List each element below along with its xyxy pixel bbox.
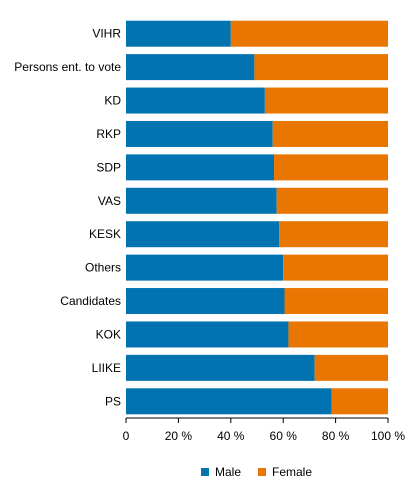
legend-swatch-female <box>258 468 266 476</box>
bar-male-6 <box>126 221 280 248</box>
bar-male-3 <box>126 120 273 147</box>
bar-female-1 <box>254 54 388 81</box>
bar-female-10 <box>314 354 388 381</box>
bar-female-7 <box>283 254 388 281</box>
category-label: RKP <box>96 127 121 141</box>
legend-label-female: Female <box>272 465 312 479</box>
x-tick-label: 20 % <box>165 429 193 443</box>
bar-male-0 <box>126 20 231 47</box>
bar-male-2 <box>126 87 265 114</box>
bar-female-0 <box>230 20 388 47</box>
bar-female-4 <box>274 154 388 181</box>
category-label: KESK <box>89 227 121 241</box>
category-label: VAS <box>98 194 121 208</box>
bar-male-5 <box>126 187 277 214</box>
category-label: KD <box>104 94 121 108</box>
bar-male-11 <box>126 388 332 415</box>
category-label: PS <box>105 394 121 408</box>
bar-female-11 <box>331 388 388 415</box>
category-label: Others <box>85 261 121 275</box>
bar-male-8 <box>126 288 285 315</box>
x-tick-label: 80 % <box>322 429 350 443</box>
x-tick-label: 40 % <box>217 429 245 443</box>
category-label: LIIKE <box>92 361 121 375</box>
category-label: Persons ent. to vote <box>14 60 121 74</box>
category-label: VIHR <box>92 27 121 41</box>
category-label: Candidates <box>60 294 121 308</box>
bar-female-8 <box>284 288 388 315</box>
legend: Male Female <box>201 465 312 479</box>
x-tick-label: 60 % <box>270 429 298 443</box>
bar-female-3 <box>272 120 388 147</box>
bar-male-4 <box>126 154 275 181</box>
category-labels: VIHR Persons ent. to vote KD RKP SDP VAS KESK O… <box>14 27 121 409</box>
bar-male-10 <box>126 354 315 381</box>
x-tick-label: 100 % <box>371 429 405 443</box>
x-axis-ticks: 0 20 % 40 % 60 % 80 % 100 % <box>123 418 405 443</box>
legend-swatch-male <box>201 468 209 476</box>
category-label: SDP <box>96 160 121 174</box>
legend-label-male: Male <box>215 465 241 479</box>
bar-female-9 <box>288 321 388 348</box>
bar-female-5 <box>276 187 388 214</box>
bar-male-7 <box>126 254 284 281</box>
x-tick-label: 0 <box>123 429 130 443</box>
bars-group <box>126 20 388 415</box>
bar-male-9 <box>126 321 289 348</box>
bar-female-6 <box>279 221 388 248</box>
bar-male-1 <box>126 54 255 81</box>
bar-female-2 <box>264 87 388 114</box>
category-label: KOK <box>96 327 121 341</box>
